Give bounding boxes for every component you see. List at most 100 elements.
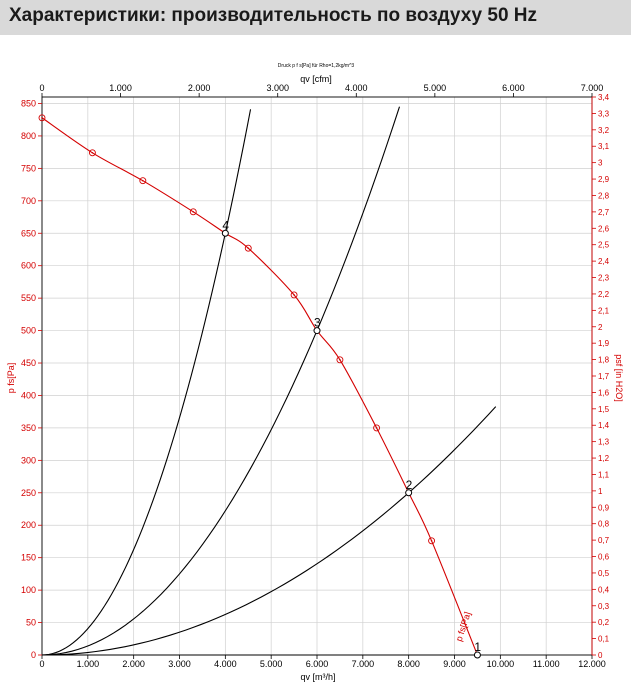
header-bar: Характеристики: производительность по во… [0, 0, 631, 35]
fan-curve-marker [189, 208, 197, 216]
y2-tick-label: 0,3 [598, 602, 610, 611]
y-tick-label: 650 [21, 228, 36, 238]
y2-tick-label: 1,7 [598, 372, 610, 381]
y2-tick-label: 2,2 [598, 290, 610, 299]
fan-curve-marker [373, 424, 381, 432]
fan-curve-marker-dot [375, 427, 378, 429]
y2-tick-label: 1,3 [598, 438, 610, 447]
fan-curve-marker-dot [41, 116, 43, 119]
y2-tick-label: 2,9 [598, 175, 610, 184]
operating-point-label: 3 [314, 316, 321, 330]
y2-tick-label: 1,9 [598, 339, 610, 348]
y2-tick-label: 1,4 [598, 421, 610, 430]
y2-tick-label: 2,7 [598, 208, 610, 217]
y2-tick-label: 3,3 [598, 109, 610, 118]
x-tick-label: 10.000 [487, 659, 515, 669]
fan-curve-marker-dot [430, 540, 433, 542]
y-tick-label: 300 [21, 455, 36, 465]
fan-curve-marker-dot [192, 211, 195, 213]
y2-tick-label: 0,8 [598, 520, 610, 529]
system-curve-2 [41, 406, 497, 656]
operating-point-label: 4 [222, 218, 229, 232]
grid [41, 97, 593, 656]
fan-curve-marker [139, 177, 147, 185]
y2-tick-label: 0,6 [598, 553, 610, 562]
x-tick-label: 0 [39, 659, 44, 669]
bottom-axis-label: qv [m³/h] [300, 672, 335, 682]
y-tick-label: 250 [21, 488, 36, 498]
y-tick-label: 500 [21, 326, 36, 336]
x2-tick-label: 3.000 [266, 83, 289, 93]
fan-curve-marker-dot [247, 247, 250, 249]
y2-tick-label: 0,1 [598, 635, 610, 644]
operating-point [405, 489, 413, 497]
y-tick-label: 50 [26, 618, 36, 628]
x-tick-label: 12.000 [578, 659, 606, 669]
fan-curve-marker [290, 291, 298, 299]
fan-curve-marker-dot [293, 294, 295, 296]
y-tick-label: 450 [21, 358, 36, 368]
top-axis-label: qv [cfm] [300, 74, 332, 84]
curves: p fs[Pa] [41, 106, 497, 656]
x-tick-label: 1.000 [77, 659, 100, 669]
fan-curve-marker [428, 537, 436, 545]
system-curve-4 [41, 109, 252, 656]
x-tick-label: 7.000 [352, 659, 375, 669]
operating-point [313, 327, 321, 335]
x2-tick-label: 6.000 [502, 83, 525, 93]
y2-tick-label: 3,2 [598, 126, 610, 135]
y2-tick-label: 2,6 [598, 224, 610, 233]
y2-tick-label: 3,1 [598, 142, 610, 151]
x-tick-label: 9.000 [443, 659, 466, 669]
fan-curve-marker-dot [142, 179, 144, 182]
chart-subtitle: Druck p f s[Pa] für Rho=1,2kg/m^3 [278, 63, 355, 69]
y-tick-label: 800 [21, 131, 36, 141]
y2-tick-label: 2,5 [598, 241, 610, 250]
x-tick-label: 4.000 [214, 659, 237, 669]
y2-tick-label: 3,4 [598, 93, 610, 102]
left-axis-label: p fs[Pa] [6, 363, 16, 394]
x-tick-label: 6.000 [306, 659, 329, 669]
fan-curve-marker-dot [91, 152, 94, 154]
right-axis-label: psf [in H2O] [614, 354, 624, 402]
x2-tick-label: 5.000 [424, 83, 447, 93]
axes: 0 1.000 2.000 3.000 4.000 5.000 6.000 7.000 8.00… [21, 83, 610, 669]
y2-tick-label: 1,6 [598, 388, 610, 397]
y-tick-label: 150 [21, 553, 36, 563]
operating-point [473, 651, 481, 659]
y-tick-label: 100 [21, 585, 36, 595]
y-tick-label: 550 [21, 293, 36, 303]
y2-tick-label: 1,1 [598, 470, 610, 479]
y2-tick-label: 2,4 [598, 257, 610, 266]
marks: 1 2 3 4 [38, 114, 481, 659]
y2-tick-label: 0,4 [598, 585, 610, 594]
x-tick-label: 11.000 [533, 659, 560, 669]
x2-tick-label: 4.000 [345, 83, 368, 93]
fan-curve-marker [244, 244, 252, 252]
x2-tick-label: 2.000 [188, 83, 211, 93]
y-tick-label: 0 [31, 650, 36, 660]
y2-tick-label: 2,1 [598, 306, 610, 315]
y2-tick-label: 0,7 [598, 536, 610, 545]
y2-tick-label: 0 [598, 651, 603, 660]
page-title: Характеристики: производительность по во… [9, 5, 538, 26]
y2-tick-label: 2,8 [598, 191, 610, 200]
fan-curve-marker [336, 356, 344, 364]
y2-tick-label: 1,5 [598, 405, 610, 414]
y2-tick-label: 1 [598, 487, 603, 496]
y2-tick-label: 3 [598, 159, 603, 168]
y-tick-label: 600 [21, 261, 36, 271]
fan-curve-label: p fs[Pa] [454, 611, 473, 643]
y2-tick-label: 1,8 [598, 356, 610, 365]
y2-tick-label: 0,9 [598, 503, 610, 512]
x-tick-label: 2.000 [122, 659, 145, 669]
system-curve-3 [41, 106, 401, 656]
x-tick-label: 8.000 [397, 659, 420, 669]
y-tick-label: 750 [21, 163, 36, 173]
fan-curve-marker [88, 149, 96, 157]
fan-curve-marker-dot [339, 358, 341, 361]
y2-tick-label: 2,3 [598, 274, 610, 283]
y-tick-label: 200 [21, 520, 36, 530]
operating-point-label: 2 [406, 478, 413, 492]
